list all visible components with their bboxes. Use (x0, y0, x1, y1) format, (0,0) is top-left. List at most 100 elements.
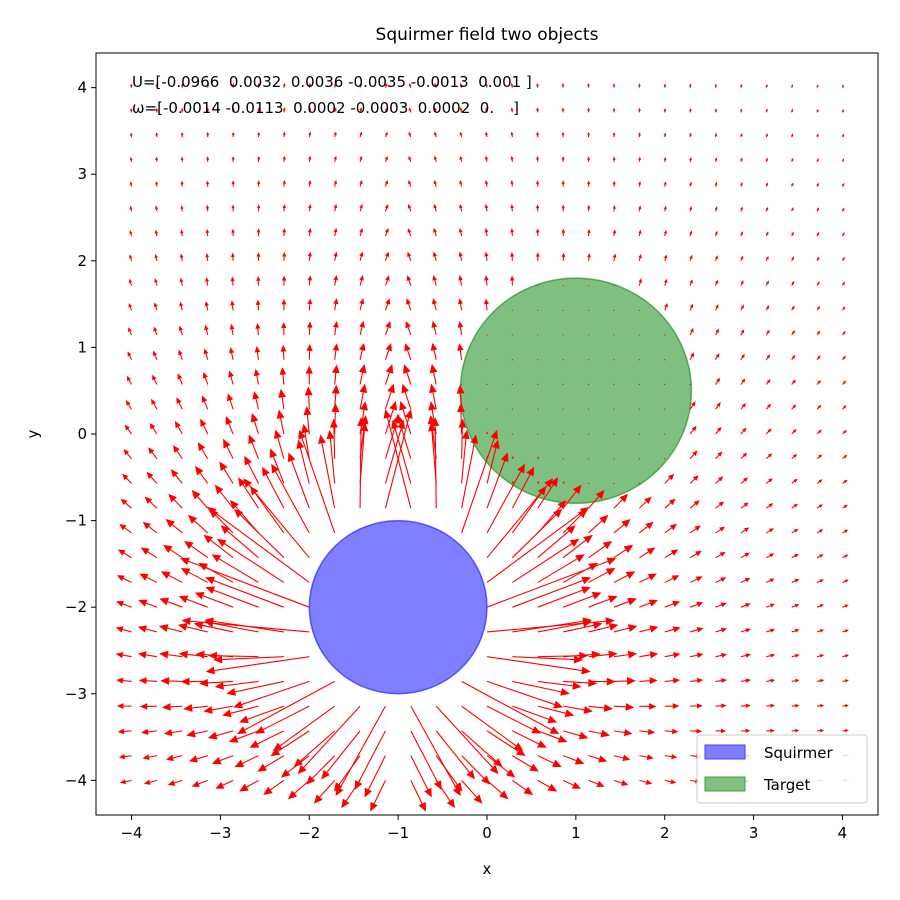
quiver-arrow (155, 180, 159, 187)
quiver-arrow (816, 479, 823, 484)
quiver-arrow (282, 107, 286, 113)
quiver-arrow (816, 84, 819, 88)
quiver-arrow (307, 251, 312, 261)
quiver-arrow (689, 254, 693, 261)
quiver-arrow (664, 498, 676, 509)
quiver-arrow (791, 256, 795, 262)
quiver-arrow (151, 398, 158, 410)
quiver-arrow (306, 321, 313, 336)
quiver-arrow (434, 82, 438, 88)
quiver-arrow (638, 205, 642, 212)
quiver-arrow (512, 576, 592, 608)
quiver-arrow (187, 514, 209, 534)
quiver-arrow (486, 383, 488, 386)
y-tick-label: 4 (77, 79, 87, 97)
quiver-arrow (281, 298, 287, 311)
object-target (459, 277, 693, 505)
quiver-arrow (664, 473, 675, 484)
quiver-arrow (689, 425, 697, 435)
quiver-arrow (689, 181, 692, 187)
quiver-arrow (333, 298, 339, 311)
quiver-arrow (664, 278, 668, 286)
quiver-arrow (689, 500, 700, 509)
quiver-arrow (689, 627, 704, 633)
quiver-arrow (613, 408, 615, 410)
quiver-arrow (432, 251, 438, 261)
quiver-arrow (216, 538, 285, 583)
quiver-arrow (588, 650, 618, 659)
quiver-arrow (791, 231, 794, 237)
quiver-arrow (435, 755, 463, 792)
quiver-arrow (816, 629, 825, 633)
quiver-arrow (384, 409, 413, 509)
quiver-arrow (638, 383, 640, 386)
x-axis-label: x (483, 860, 492, 878)
quiver-arrow (715, 476, 724, 484)
quiver-arrow (588, 490, 605, 509)
quiver-arrow (163, 729, 183, 737)
quiver-arrow (715, 627, 728, 633)
quiver-arrow (152, 374, 158, 385)
quiver-arrow (510, 179, 514, 187)
quiver-arrow (282, 204, 286, 212)
quiver-arrow (383, 409, 412, 509)
quiver-arrow (333, 107, 337, 113)
quiver-arrow (359, 320, 365, 336)
quiver-arrow (562, 334, 564, 336)
x-tick-label: 1 (571, 824, 581, 842)
quiver-arrow (432, 275, 438, 286)
quiver-arrow (293, 730, 336, 767)
quiver-arrow (842, 679, 849, 683)
quiver-arrow (332, 343, 340, 360)
quiver-arrow (213, 655, 284, 664)
quiver-arrow (250, 412, 260, 435)
quiver-arrow (321, 730, 361, 780)
quiver-arrow (791, 207, 794, 212)
quiver-arrow (304, 386, 313, 410)
quiver-arrow (359, 179, 363, 187)
quiver-arrow (740, 353, 745, 361)
quiver-arrow (161, 703, 183, 711)
quiver-arrow (664, 334, 666, 336)
quiver-arrow (613, 624, 638, 633)
quiver-arrow (384, 251, 390, 262)
quiver-arrow (180, 107, 184, 113)
quiver-arrow (841, 281, 846, 286)
quiver-arrow (435, 780, 456, 809)
quiver-arrow (740, 427, 747, 435)
quiver-arrow (214, 680, 259, 690)
quiver-arrow (765, 403, 772, 410)
quiver-arrow (195, 465, 209, 484)
quiver-arrow (408, 155, 412, 163)
quiver-arrow (457, 320, 464, 336)
quiver-arrow (297, 705, 361, 775)
quiver-arrow (561, 228, 566, 237)
quiver-arrow (791, 379, 796, 385)
quiver-arrow (198, 562, 234, 583)
quiver-arrow (512, 508, 563, 559)
quiver-arrow (138, 599, 158, 608)
quiver-arrow (271, 463, 310, 534)
quiver-arrow (404, 342, 412, 360)
quiver-arrow (638, 482, 640, 485)
quiver-arrow (715, 426, 722, 435)
quiver-arrow (791, 653, 800, 658)
quiver-arrow (664, 728, 679, 735)
quiver-arrow (168, 493, 183, 509)
quiver-arrow (486, 452, 509, 509)
quiver-arrow (457, 343, 464, 360)
quiver-arrow (588, 755, 608, 763)
quiver-arrow (124, 424, 132, 435)
quiver-arrow (205, 204, 210, 212)
quiver-arrow (639, 677, 658, 685)
quiver-arrow (128, 278, 133, 286)
quiver-arrow (562, 484, 582, 509)
quiver-arrow (252, 391, 260, 410)
quiver-arrow (203, 534, 234, 559)
quiver-arrow (816, 679, 825, 683)
quiver-arrow (308, 179, 312, 187)
quiver-arrow (211, 554, 259, 583)
quiver-arrow (333, 131, 337, 138)
quiver-arrow (123, 449, 132, 460)
quiver-arrow (562, 309, 564, 311)
